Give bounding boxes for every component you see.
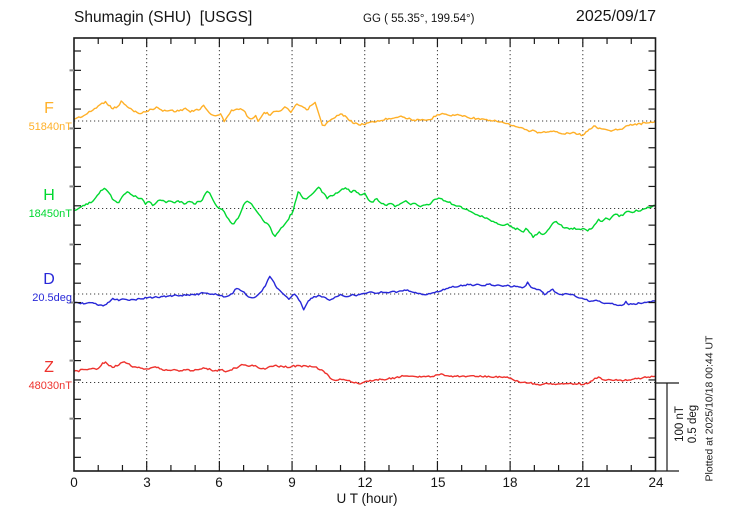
scale-bar-deg: 0.5 deg	[687, 404, 699, 444]
x-tick-label-6: 6	[215, 475, 223, 490]
channel-Z-label: Z	[44, 359, 54, 376]
station-title: Shumagin (SHU) [USGS]	[74, 9, 253, 26]
channel-D-baseline-value: 20.5deg	[32, 292, 72, 304]
x-tick-label-0: 0	[70, 475, 78, 490]
x-tick-label-9: 9	[288, 475, 296, 490]
x-axis-title: U T (hour)	[336, 491, 398, 506]
x-tick-label-24: 24	[648, 475, 664, 490]
geographic-coordinates: GG ( 55.35°, 199.54°)	[363, 13, 475, 25]
x-tick-label-15: 15	[430, 475, 446, 490]
channel-F-label: F	[44, 100, 54, 117]
x-tick-label-3: 3	[143, 475, 151, 490]
channel-H-baseline-value: 18450nT	[28, 208, 72, 220]
x-tick-label-18: 18	[502, 475, 518, 490]
channel-D-label: D	[43, 271, 55, 288]
channel-Z-baseline-value: 48030nT	[28, 380, 72, 392]
observation-date: 2025/09/17	[575, 8, 656, 25]
x-tick-label-12: 12	[357, 475, 373, 490]
x-tick-label-21: 21	[575, 475, 591, 490]
channel-F-baseline-value: 51840nT	[28, 121, 72, 133]
channel-H-label: H	[43, 187, 55, 204]
scale-bar-nt: 100 nT	[674, 406, 686, 442]
scale-bar-label: 100 nT 0.5 deg	[674, 389, 700, 459]
plotted-at-note: Plotted at 2025/10/18 00:44 UT	[703, 335, 716, 482]
